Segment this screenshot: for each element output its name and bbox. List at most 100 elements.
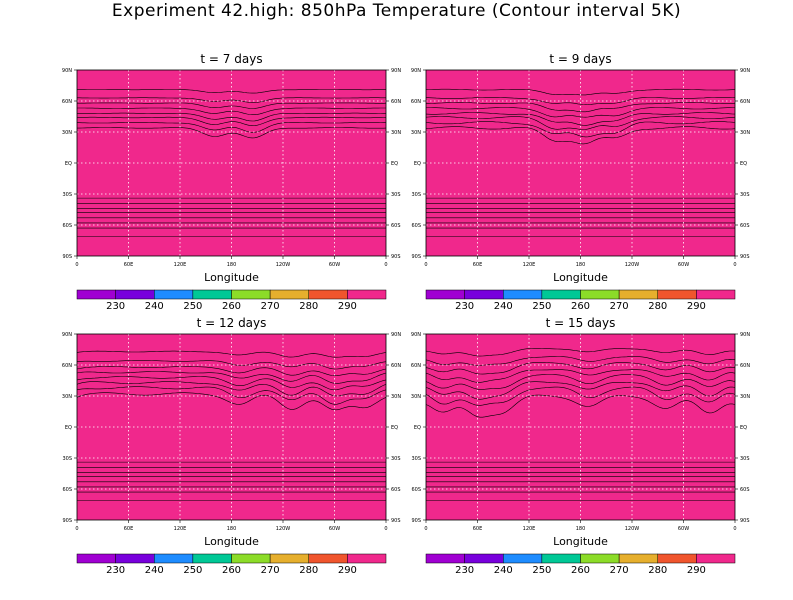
colorbar-label: 250 — [183, 565, 202, 576]
contour-north-5 — [77, 112, 386, 122]
y-tick-label-left: 90N — [411, 68, 421, 74]
colorbar-label: 230 — [455, 301, 474, 312]
panel-title: t = 12 days — [197, 316, 267, 330]
x-axis-label: Longitude — [553, 271, 608, 284]
colorbar-segment — [308, 289, 348, 300]
y-tick-label-left: 60N — [62, 363, 72, 369]
x-tick-label: 0 — [424, 262, 427, 268]
colorbar-segment — [76, 553, 116, 564]
colorbar-label: 270 — [610, 301, 629, 312]
y-tick-label-left: 60S — [62, 223, 72, 229]
colorbar-segment — [76, 289, 116, 300]
colorbar-label: 260 — [222, 301, 241, 312]
colorbar-label: 230 — [106, 301, 125, 312]
y-tick-label-left: 60S — [62, 487, 72, 493]
colorbar-segment — [425, 553, 465, 564]
y-tick-label-left: 90S — [411, 518, 421, 524]
y-tick-label-right: 90S — [740, 518, 750, 524]
colorbar-segment — [503, 553, 543, 564]
y-tick-label-right: 30S — [740, 456, 750, 462]
y-tick-label-right: 30S — [391, 192, 401, 198]
colorbar-label: 280 — [299, 301, 318, 312]
contour-north-5 — [425, 374, 736, 390]
colorbar-label: 260 — [222, 565, 241, 576]
y-tick-label-right: 60N — [740, 363, 750, 369]
colorbar-segment — [503, 289, 543, 300]
colorbar-label: 240 — [494, 565, 513, 576]
colorbar-segment — [618, 289, 658, 300]
y-tick-label-left: 90N — [62, 332, 72, 338]
x-tick-label: 60E — [473, 526, 483, 532]
contour-north-4 — [426, 107, 735, 118]
contour-north-6 — [77, 116, 387, 127]
colorbar-segment — [192, 289, 232, 300]
contour-north-2 — [425, 356, 736, 366]
colorbar-segment — [154, 553, 194, 564]
contour-north-3 — [425, 362, 736, 375]
y-tick-label-right: EQ — [391, 161, 398, 167]
colorbar-label: 290 — [687, 301, 706, 312]
y-tick-label-right: EQ — [740, 425, 747, 431]
x-tick-label: 120W — [276, 526, 291, 532]
x-tick-label: 120W — [625, 262, 640, 268]
x-axis-label: Longitude — [553, 535, 608, 548]
y-tick-label-left: 90S — [62, 254, 72, 260]
contour-north-5 — [76, 376, 387, 391]
y-tick-label-left: EQ — [414, 161, 421, 167]
y-tick-label-right: 60S — [740, 487, 750, 493]
y-tick-label-right: 60S — [391, 223, 401, 229]
y-tick-label-right: 30S — [391, 456, 401, 462]
y-tick-label-left: 60S — [411, 487, 421, 493]
colorbar-segment — [657, 289, 697, 300]
colorbar-label: 270 — [261, 301, 280, 312]
y-tick-label-left: EQ — [65, 161, 72, 167]
y-tick-label-left: EQ — [414, 425, 421, 431]
y-tick-label-right: 60S — [391, 487, 401, 493]
colorbar-segment — [464, 553, 504, 564]
y-tick-label-left: 90S — [62, 518, 72, 524]
y-tick-label-right: 90N — [391, 332, 401, 338]
x-tick-label: 0 — [733, 526, 736, 532]
panel-title: t = 9 days — [549, 52, 611, 66]
x-tick-label: 120E — [174, 526, 187, 532]
x-axis-label: Longitude — [204, 535, 259, 548]
x-tick-label: 120E — [523, 262, 536, 268]
colorbar-label: 290 — [338, 301, 357, 312]
x-tick-label: 120W — [625, 526, 640, 532]
y-tick-label-right: EQ — [391, 425, 398, 431]
x-tick-label: 120W — [276, 262, 291, 268]
x-tick-label: 60W — [329, 262, 340, 268]
colorbar-label: 240 — [494, 301, 513, 312]
colorbar-segment — [347, 289, 387, 300]
y-tick-label-right: 60N — [740, 99, 750, 105]
colorbar-label: 290 — [687, 565, 706, 576]
y-tick-label-right: 60N — [391, 99, 401, 105]
y-tick-label-left: 90N — [411, 332, 421, 338]
contour-north-7 — [425, 121, 736, 138]
colorbar-label: 240 — [145, 565, 164, 576]
panel-title: t = 15 days — [546, 316, 616, 330]
colorbar-segment — [115, 553, 155, 564]
x-tick-label: 180 — [576, 526, 586, 532]
y-tick-label-left: 30N — [62, 130, 72, 136]
colorbar-label: 280 — [648, 301, 667, 312]
colorbar-label: 230 — [106, 565, 125, 576]
colorbar-segment — [269, 553, 309, 564]
panel-1: t = 7 days 0 60E 120E 180 120W 60W 0 90N 60N 30N EQ… — [62, 52, 401, 312]
panel-2: t = 9 days 0 60E 120E 180 120W 60W 0 90N 60N 30N EQ… — [411, 52, 750, 312]
contour-north-5 — [425, 112, 736, 126]
y-tick-label-right: 30N — [391, 130, 401, 136]
y-tick-label-left: 30S — [411, 456, 421, 462]
colorbar-segment — [541, 289, 581, 300]
y-tick-label-right: 30S — [740, 192, 750, 198]
y-tick-label-left: 30N — [411, 130, 421, 136]
colorbar-segment — [154, 289, 194, 300]
y-tick-label-left: 30N — [62, 394, 72, 400]
colorbar-segment — [580, 289, 620, 300]
y-tick-label-left: 60N — [62, 99, 72, 105]
y-tick-label-left: 60N — [411, 363, 421, 369]
y-tick-label-left: 30S — [411, 192, 421, 198]
y-tick-label-left: 60N — [411, 99, 421, 105]
colorbar-label: 260 — [571, 301, 590, 312]
colorbar-segment — [269, 289, 309, 300]
